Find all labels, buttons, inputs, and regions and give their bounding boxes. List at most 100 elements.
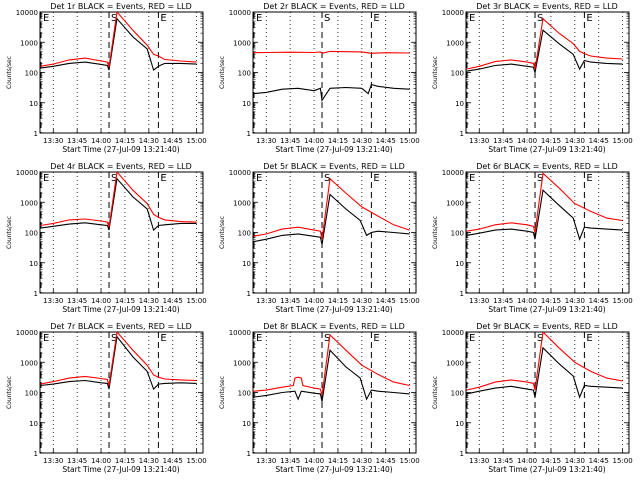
x-axis-label: Start Time (27-Jul-09 13:21:40) (275, 465, 392, 474)
x-tick-label: 14:15 (115, 137, 135, 145)
event-marker-label: E (256, 13, 262, 24)
y-tick-label: 10000 (16, 329, 38, 337)
x-tick-label: 13:30 (43, 457, 63, 465)
x-tick-label: 14:15 (328, 457, 348, 465)
x-tick-label: 14:00 (91, 137, 111, 145)
event-marker-label: S (537, 13, 543, 24)
y-tick-label: 1000 (233, 39, 251, 47)
x-tick-label: 15:00 (400, 457, 420, 465)
y-tick-label: 1 (460, 130, 464, 138)
y-tick-label: 1000 (446, 359, 464, 367)
y-tick-label: 100 (451, 70, 464, 78)
y-tick-label: 10 (29, 260, 38, 268)
y-axis-label: Counts/sec (6, 56, 13, 89)
y-tick-label: 100 (451, 390, 464, 398)
chart-panel: Det 4r BLACK = Events, RED = LLD Counts/s… (6, 162, 207, 314)
chart-panel: Det 3r BLACK = Events, RED = LLD Counts/s… (432, 2, 633, 154)
x-axis-label: Start Time (27-Jul-09 13:21:40) (275, 145, 392, 154)
chart-title: Det 5r BLACK = Events, RED = LLD (263, 162, 405, 171)
series-line-red (253, 177, 410, 240)
x-tick-label: 14:30 (352, 457, 372, 465)
x-tick-label: 15:00 (613, 137, 633, 145)
x-tick-label: 13:45 (67, 137, 87, 145)
event-marker-label: E (373, 333, 379, 344)
chart-panel: Det 6r BLACK = Events, RED = LLD Counts/s… (432, 162, 633, 314)
event-marker-label: E (160, 13, 166, 24)
event-marker-label: S (324, 333, 330, 344)
x-tick-label: 14:15 (541, 137, 561, 145)
x-tick-label: 14:45 (376, 457, 396, 465)
chart-panel: Det 1r BLACK = Events, RED = LLD Counts/s… (6, 2, 207, 154)
event-marker-label: E (43, 333, 49, 344)
chart-title: Det 4r BLACK = Events, RED = LLD (50, 162, 192, 171)
y-tick-label: 100 (238, 70, 251, 78)
x-axis-label: Start Time (27-Jul-09 13:21:40) (62, 465, 179, 474)
y-tick-label: 10 (242, 260, 251, 268)
chart-title: Det 7r BLACK = Events, RED = LLD (50, 322, 192, 331)
y-axis-label: Counts/sec (219, 376, 226, 409)
plot-frame (39, 171, 204, 294)
event-marker-label: E (373, 13, 379, 24)
x-axis-label: Start Time (27-Jul-09 13:21:40) (488, 145, 605, 154)
y-tick-label: 1 (34, 130, 38, 138)
x-tick-label: 13:30 (469, 457, 489, 465)
x-tick-label: 14:15 (541, 457, 561, 465)
y-tick-label: 10 (242, 100, 251, 108)
event-marker-label: S (111, 333, 117, 344)
x-tick-label: 13:45 (280, 297, 300, 305)
plot-frame (465, 11, 630, 134)
y-tick-label: 10 (455, 420, 464, 428)
y-axis-label: Counts/sec (432, 56, 439, 89)
x-tick-label: 13:30 (469, 297, 489, 305)
series-line-red (40, 332, 197, 386)
y-tick-label: 1000 (20, 199, 38, 207)
x-tick-label: 14:45 (589, 137, 609, 145)
x-tick-label: 14:45 (163, 457, 183, 465)
event-marker-label: E (469, 173, 475, 184)
y-tick-label: 100 (238, 390, 251, 398)
y-tick-label: 10000 (442, 9, 464, 17)
y-tick-label: 10000 (229, 9, 251, 17)
x-tick-label: 13:45 (493, 137, 513, 145)
y-axis-label: Counts/sec (6, 376, 13, 409)
x-tick-label: 13:45 (67, 457, 87, 465)
x-tick-label: 14:00 (304, 457, 324, 465)
chart-panel: Det 5r BLACK = Events, RED = LLD Counts/s… (219, 162, 420, 314)
y-tick-label: 1 (247, 290, 251, 298)
y-tick-label: 100 (451, 230, 464, 238)
x-tick-label: 14:15 (115, 457, 135, 465)
y-tick-label: 1000 (233, 359, 251, 367)
x-tick-label: 14:30 (352, 297, 372, 305)
x-tick-label: 13:45 (280, 457, 300, 465)
series-line-black (466, 29, 623, 73)
x-tick-label: 14:00 (304, 297, 324, 305)
event-marker-label: E (256, 333, 262, 344)
series-line-red (466, 332, 623, 391)
x-tick-label: 13:45 (67, 297, 87, 305)
series-line-red (40, 172, 197, 228)
chart-title: Det 2r BLACK = Events, RED = LLD (263, 2, 405, 11)
series-line-red (253, 50, 410, 54)
x-tick-label: 13:30 (256, 297, 276, 305)
series-line-black (253, 193, 410, 245)
y-tick-label: 10000 (442, 169, 464, 177)
chart-panel: Det 7r BLACK = Events, RED = LLD Counts/s… (6, 322, 207, 474)
y-tick-label: 100 (25, 230, 38, 238)
x-tick-label: 14:45 (163, 297, 183, 305)
event-marker-label: S (324, 13, 330, 24)
x-tick-label: 14:15 (115, 297, 135, 305)
x-tick-label: 13:45 (280, 137, 300, 145)
x-axis-label: Start Time (27-Jul-09 13:21:40) (275, 305, 392, 314)
event-marker-label: E (469, 13, 475, 24)
x-tick-label: 14:00 (91, 297, 111, 305)
x-tick-label: 14:15 (328, 297, 348, 305)
y-tick-label: 10 (29, 100, 38, 108)
x-tick-label: 15:00 (187, 137, 207, 145)
y-tick-label: 10000 (229, 329, 251, 337)
x-tick-label: 15:00 (613, 457, 633, 465)
series-line-red (466, 172, 623, 233)
x-tick-label: 14:45 (376, 137, 396, 145)
x-tick-label: 14:15 (328, 137, 348, 145)
event-marker-label: E (160, 173, 166, 184)
x-tick-label: 15:00 (187, 297, 207, 305)
